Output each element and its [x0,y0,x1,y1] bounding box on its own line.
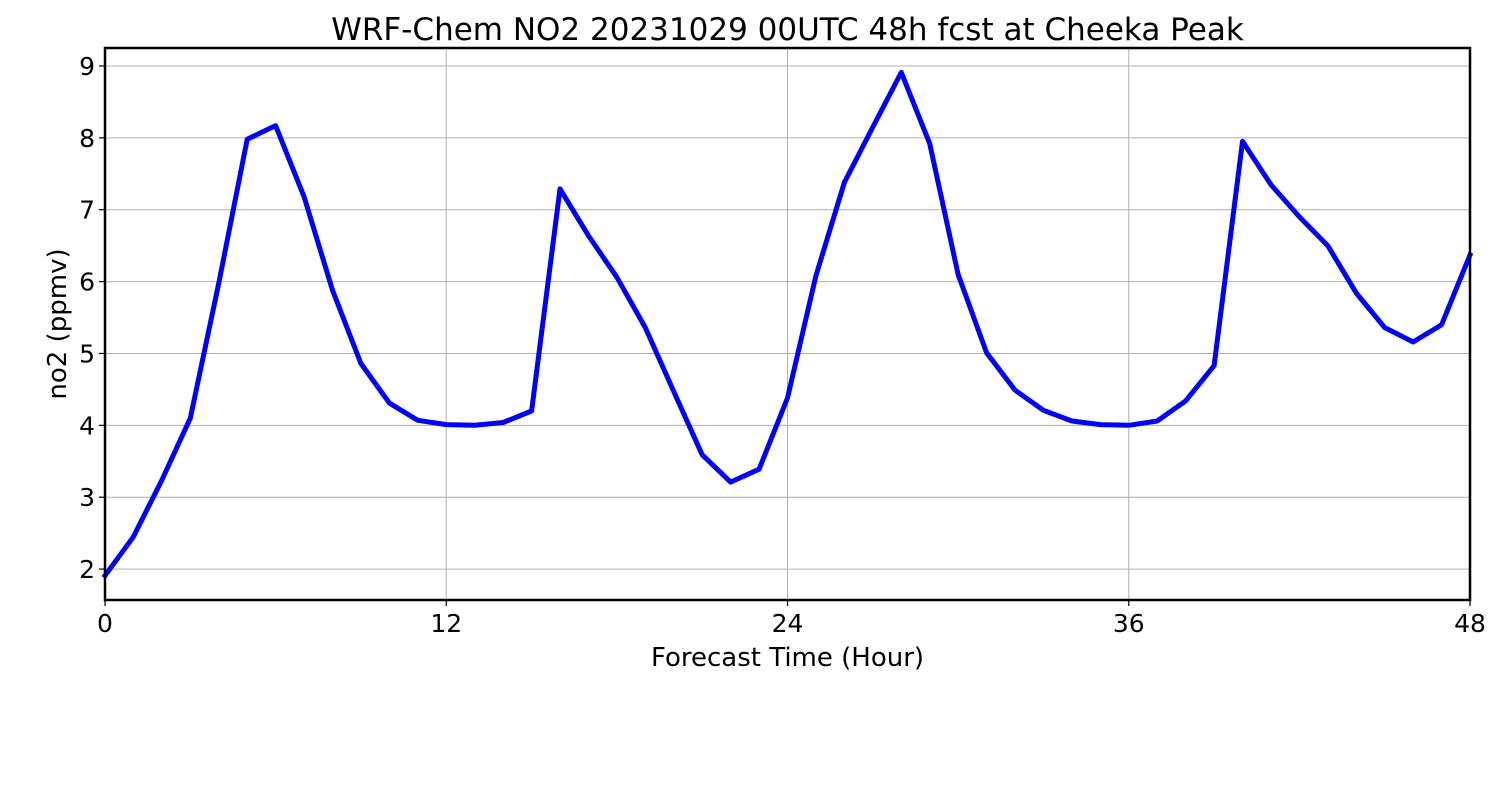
x-tick-label: 24 [772,609,804,638]
x-axis-label: Forecast Time (Hour) [651,643,924,673]
y-tick-label: 5 [79,339,95,368]
no2-series-line [101,69,1474,580]
x-tick-label: 0 [97,609,113,638]
y-tick-label: 2 [79,555,95,584]
y-tick-label: 3 [79,483,95,512]
x-tick-label: 36 [1113,609,1145,638]
x-tick-label: 48 [1454,609,1486,638]
x-tick-label: 12 [430,609,462,638]
chart-title: WRF-Chem NO2 20231029 00UTC 48h fcst at … [331,12,1244,48]
y-tick-label: 7 [79,196,95,225]
y-axis-label: no2 (ppmv) [43,248,73,399]
series-layer [101,69,1474,580]
y-tick-label: 8 [79,124,95,153]
grid-lines [104,48,1471,600]
axis-ticks: 0 12 24 36 48 2 3 4 5 6 7 8 9 [79,52,1486,638]
y-tick-label: 6 [79,268,95,297]
y-tick-label: 9 [79,52,95,81]
y-tick-label: 4 [79,411,95,440]
